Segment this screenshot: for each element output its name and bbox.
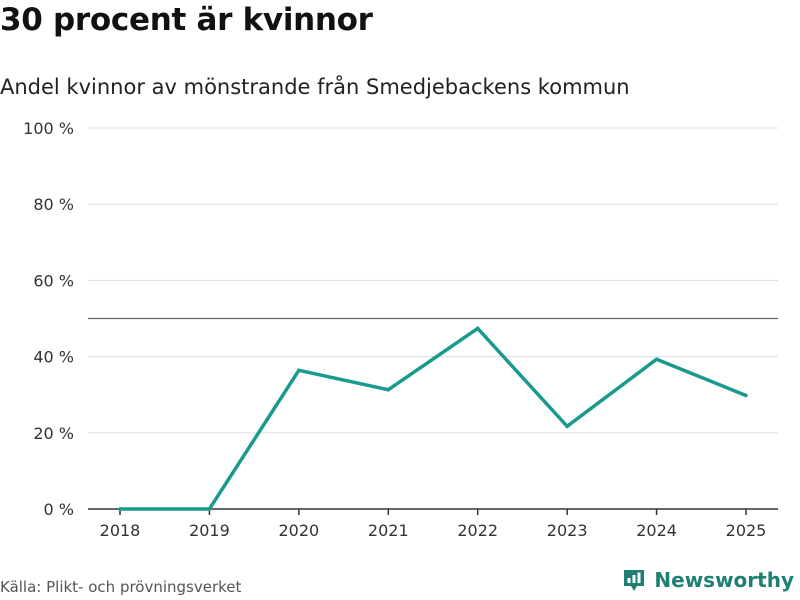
x-tick-label: 2021 bbox=[368, 521, 409, 540]
source-note: Källa: Plikt- och prövningsverket bbox=[0, 578, 242, 596]
x-tick-label: 2018 bbox=[100, 521, 141, 540]
y-tick-label: 80 % bbox=[33, 195, 74, 214]
data-point bbox=[207, 507, 212, 511]
x-tick-label: 2025 bbox=[726, 521, 767, 540]
x-tick-label: 2019 bbox=[189, 521, 230, 540]
x-tick-label: 2023 bbox=[547, 521, 588, 540]
y-tick-label: 0 % bbox=[44, 500, 74, 519]
data-point bbox=[118, 507, 122, 511]
y-tick-label: 60 % bbox=[33, 271, 74, 290]
x-tick-label: 2024 bbox=[636, 521, 677, 540]
brand-logo: Newsworthy bbox=[622, 568, 794, 592]
series-line bbox=[120, 326, 747, 511]
data-point bbox=[475, 326, 480, 331]
chart-title: 30 procent är kvinnor bbox=[0, 2, 373, 38]
y-tick-label: 100 % bbox=[23, 119, 74, 138]
x-tick-label: 2020 bbox=[278, 521, 319, 540]
brand-name: Newsworthy bbox=[654, 568, 794, 592]
data-point bbox=[386, 387, 391, 392]
bar-chart-icon bbox=[624, 570, 645, 591]
line-chart: 0 % 20 % 40 % 60 % 80 % 100 % 2018 2019 2020 2021… bbox=[23, 119, 778, 540]
data-point bbox=[744, 393, 748, 398]
y-tick-label: 20 % bbox=[33, 424, 74, 443]
data-point bbox=[565, 424, 569, 429]
data-point bbox=[654, 357, 659, 362]
chart-subtitle: Andel kvinnor av mönstrande från Smedjeb… bbox=[0, 75, 630, 99]
y-tick-label: 40 % bbox=[33, 348, 74, 367]
x-tick-label: 2022 bbox=[457, 521, 498, 540]
data-point bbox=[297, 368, 301, 373]
